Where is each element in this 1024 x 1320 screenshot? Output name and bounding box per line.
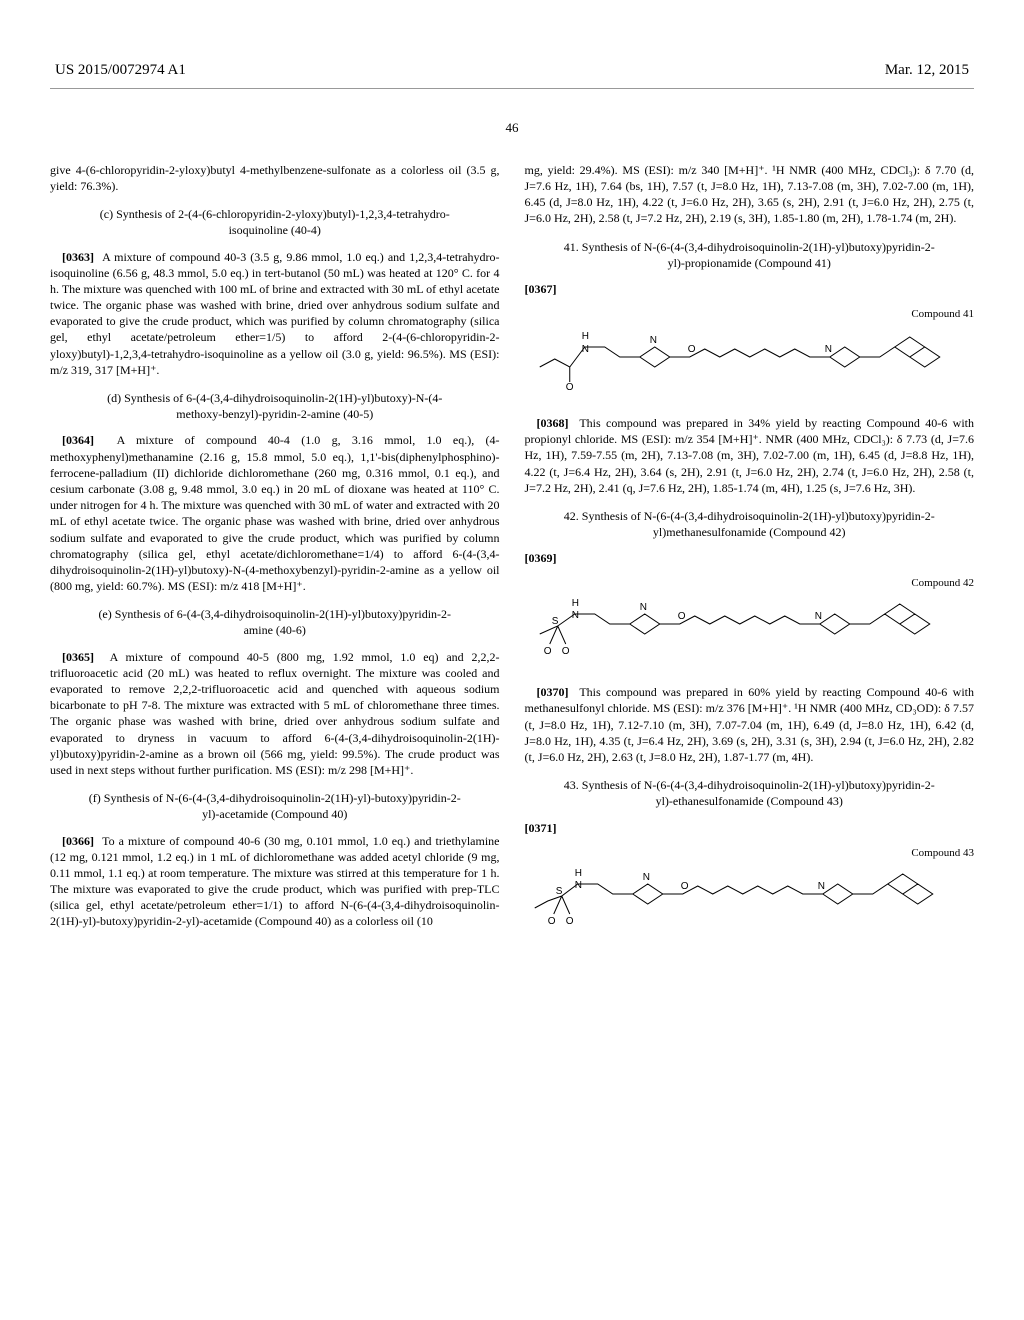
para-0370-text: This compound was prepared in 60% yield …: [525, 685, 975, 764]
para-0363-text: A mixture of compound 40-3 (3.5 g, 9.86 …: [50, 250, 500, 377]
para-0363: [0363] A mixture of compound 40-3 (3.5 g…: [50, 249, 500, 379]
para-0364-num: [0364]: [62, 433, 94, 447]
left-column: give 4-(6-chloropyridin-2-yloxy)butyl 4-…: [50, 162, 500, 954]
page-number: 46: [50, 119, 974, 137]
svg-text:N: N: [814, 611, 821, 622]
para-continuation: mg, yield: 29.4%). MS (ESI): m/z 340 [M+…: [525, 162, 975, 227]
para-0368-num: [0368]: [537, 416, 569, 430]
patent-date: Mar. 12, 2015: [885, 60, 969, 80]
section-d-title: (d) Synthesis of 6-(4-(3,4-dihydroisoqui…: [85, 390, 465, 422]
compound-42-label: Compound 42: [525, 576, 975, 591]
para-0367: [0367]: [525, 281, 975, 297]
svg-text:N: N: [639, 602, 646, 613]
para-0369: [0369]: [525, 550, 975, 566]
svg-text:N: N: [571, 610, 578, 621]
svg-text:H: H: [581, 331, 588, 342]
para-0363-num: [0363]: [62, 250, 94, 264]
page-header: US 2015/0072974 A1 Mar. 12, 2015: [50, 60, 974, 89]
svg-text:O: O: [687, 344, 695, 355]
compound-43-label: Compound 43: [525, 846, 975, 861]
svg-text:H: H: [571, 598, 578, 609]
section-e-title: (e) Synthesis of 6-(4-(3,4-dihydroisoqui…: [85, 606, 465, 638]
right-column: mg, yield: 29.4%). MS (ESI): m/z 340 [M+…: [525, 162, 975, 954]
section-41-title: 41. Synthesis of N-(6-(4-(3,4-dihydroiso…: [560, 239, 940, 271]
svg-text:O: O: [677, 611, 685, 622]
svg-text:O: O: [561, 646, 569, 657]
para-0370-num: [0370]: [537, 685, 569, 699]
content-columns: give 4-(6-chloropyridin-2-yloxy)butyl 4-…: [50, 162, 974, 954]
svg-text:N: N: [817, 881, 824, 892]
para-0369-num: [0369]: [525, 551, 557, 565]
intro-continuation: give 4-(6-chloropyridin-2-yloxy)butyl 4-…: [50, 162, 500, 194]
section-f-title: (f) Synthesis of N-(6-(4-(3,4-dihydroiso…: [85, 790, 465, 822]
compound-41-structure: H N O N O N: [525, 327, 975, 397]
para-0371: [0371]: [525, 820, 975, 836]
para-0364: [0364] A mixture of compound 40-4 (1.0 g…: [50, 432, 500, 594]
para-0367-num: [0367]: [525, 282, 557, 296]
para-0365-text: A mixture of compound 40-5 (800 mg, 1.92…: [50, 650, 500, 777]
svg-text:O: O: [565, 382, 573, 393]
para-0368: [0368] This compound was prepared in 34%…: [525, 415, 975, 496]
svg-text:N: N: [581, 344, 588, 355]
compound-41-label: Compound 41: [525, 307, 975, 322]
svg-text:N: N: [574, 880, 581, 891]
para-0366-text: To a mixture of compound 40-6 (30 mg, 0.…: [50, 834, 500, 929]
svg-text:N: N: [824, 344, 831, 355]
section-42-title: 42. Synthesis of N-(6-(4-(3,4-dihydroiso…: [560, 508, 940, 540]
svg-text:S: S: [551, 616, 558, 627]
para-0366: [0366] To a mixture of compound 40-6 (30…: [50, 833, 500, 930]
para-0365: [0365] A mixture of compound 40-5 (800 m…: [50, 649, 500, 779]
para-0368-text: This compound was prepared in 34% yield …: [525, 416, 975, 495]
section-c-title: (c) Synthesis of 2-(4-(6-chloropyridin-2…: [85, 206, 465, 238]
compound-42-structure: S H N O O N O N: [525, 596, 975, 666]
svg-text:O: O: [565, 916, 573, 927]
svg-text:O: O: [543, 646, 551, 657]
svg-text:N: N: [642, 872, 649, 883]
para-0370: [0370] This compound was prepared in 60%…: [525, 684, 975, 765]
para-0365-num: [0365]: [62, 650, 94, 664]
svg-text:O: O: [680, 881, 688, 892]
para-0364-text: A mixture of compound 40-4 (1.0 g, 3.16 …: [50, 433, 500, 593]
compound-43-structure: S H N O O N O N: [525, 866, 975, 936]
svg-text:S: S: [555, 886, 562, 897]
para-0371-num: [0371]: [525, 821, 557, 835]
patent-number: US 2015/0072974 A1: [55, 60, 186, 80]
svg-text:O: O: [547, 916, 555, 927]
section-43-title: 43. Synthesis of N-(6-(4-(3,4-dihydroiso…: [560, 777, 940, 809]
svg-text:N: N: [649, 335, 656, 346]
svg-text:H: H: [574, 868, 581, 879]
para-0366-num: [0366]: [62, 834, 94, 848]
